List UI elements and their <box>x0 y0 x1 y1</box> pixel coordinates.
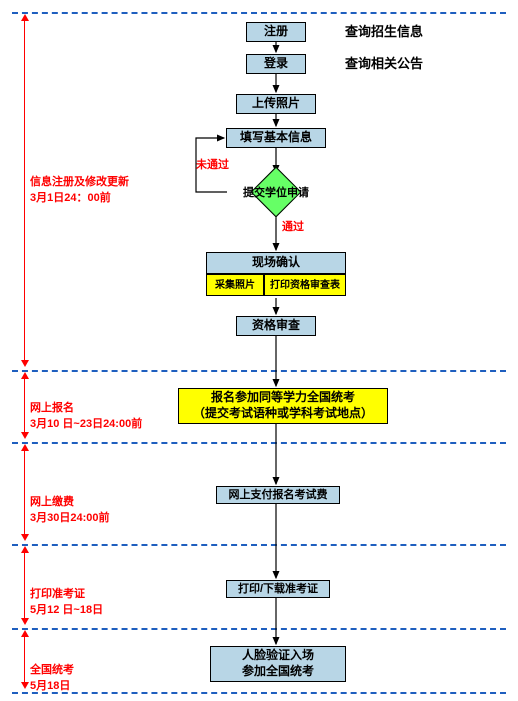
phase2-label: 网上报名 3月10 日~23日24:00前 <box>30 386 150 432</box>
phase4-arrow-up <box>21 546 29 553</box>
label: 采集照片 <box>215 279 255 292</box>
label: 查询招生信息 <box>345 24 423 41</box>
phase5-bar <box>24 634 25 686</box>
phase2-bar <box>24 376 25 436</box>
phase3-arrow-down <box>21 534 29 541</box>
label: 打印/下载准考证 <box>238 582 318 596</box>
phase4-bar <box>24 550 25 622</box>
phase1-label: 信息注册及修改更新 3月1日24：00前 <box>30 160 140 206</box>
node-print-ticket: 打印/下载准考证 <box>226 580 330 598</box>
phase3-bar <box>24 448 25 538</box>
label: 现场确认 <box>252 255 300 271</box>
label: 填写基本信息 <box>240 130 312 146</box>
edge-pass: 通过 <box>282 220 304 235</box>
label: 上传照片 <box>252 96 300 112</box>
phase2-arrow-up <box>21 372 29 379</box>
divider-2 <box>12 370 506 372</box>
phase3-label: 网上缴费 3月30日24:00前 <box>30 480 140 526</box>
node-query-notice: 查询相关公告 <box>334 54 434 74</box>
node-submit-degree: 提交学位申请 <box>251 167 302 218</box>
node-face-exam: 人脸验证入场 参加全国统考 <box>210 646 346 682</box>
node-pay-online: 网上支付报名考试费 <box>216 486 340 504</box>
label: 资格审查 <box>252 318 300 334</box>
label: 人脸验证入场 参加全国统考 <box>242 648 314 679</box>
divider-1 <box>12 12 506 14</box>
divider-3 <box>12 442 506 444</box>
node-fill-info: 填写基本信息 <box>226 128 326 148</box>
phase4-arrow-down <box>21 618 29 625</box>
label: 提交学位申请 <box>243 184 309 200</box>
label: 报名参加同等学力全国统考 （提交考试语种或学科考试地点） <box>193 390 373 421</box>
node-onsite-confirm: 现场确认 <box>206 252 346 274</box>
node-register: 注册 <box>246 22 306 42</box>
phase1-bar <box>24 18 25 364</box>
phase5-arrow-down <box>21 682 29 689</box>
node-signup-exam: 报名参加同等学力全国统考 （提交考试语种或学科考试地点） <box>178 388 388 424</box>
label: 打印资格审查表 <box>270 279 340 292</box>
divider-5 <box>12 628 506 630</box>
node-upload-photo: 上传照片 <box>236 94 316 114</box>
node-qual-check: 资格审查 <box>236 316 316 336</box>
phase5-label: 全国统考 5月18日 <box>30 648 120 694</box>
label: 注册 <box>264 24 288 40</box>
divider-4 <box>12 544 506 546</box>
node-print-qual: 打印资格审查表 <box>264 274 346 296</box>
label: 登录 <box>264 56 288 72</box>
label: 网上支付报名考试费 <box>229 488 328 502</box>
phase1-arrow-down <box>21 360 29 367</box>
edge-not-pass: 未通过 <box>196 158 229 173</box>
label: 查询相关公告 <box>345 56 423 73</box>
phase2-arrow-down <box>21 432 29 439</box>
phase5-arrow-up <box>21 630 29 637</box>
phase1-arrow-up <box>21 14 29 21</box>
phase3-arrow-up <box>21 444 29 451</box>
node-collect-photo: 采集照片 <box>206 274 264 296</box>
node-login: 登录 <box>246 54 306 74</box>
node-query-admission: 查询招生信息 <box>334 22 434 42</box>
phase4-label: 打印准考证 5月12 日~18日 <box>30 572 140 618</box>
